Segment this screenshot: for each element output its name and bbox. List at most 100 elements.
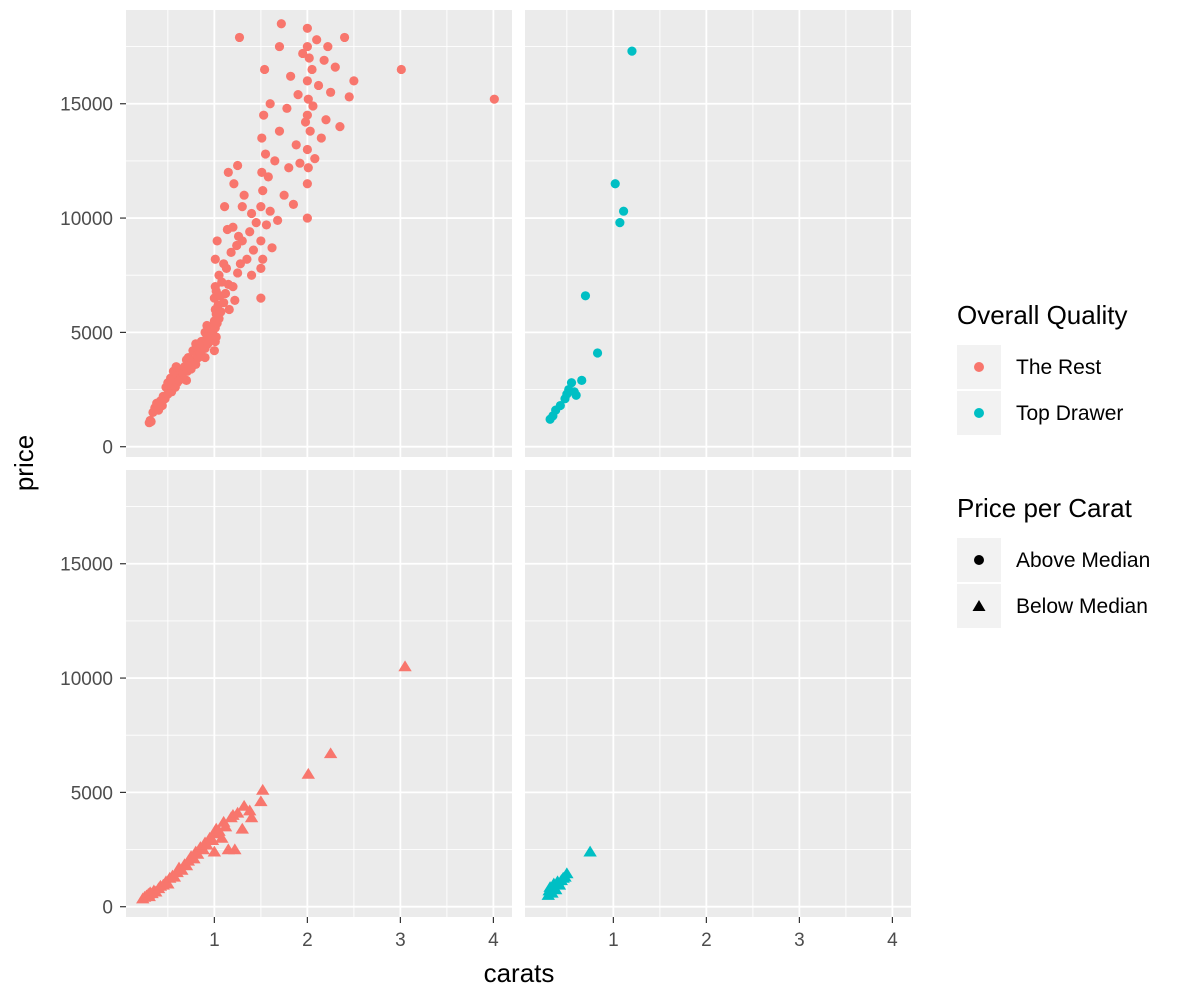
data-point [215, 831, 229, 843]
facet-panel [126, 470, 512, 917]
data-point [288, 199, 299, 209]
data-point [398, 660, 412, 672]
legends: Overall Quality The Rest Top Drawer Price p… [957, 300, 1150, 628]
data-point [256, 783, 270, 795]
data-point [228, 843, 242, 855]
y-tick-label: 5000 [71, 783, 113, 804]
data-point [265, 99, 275, 109]
data-point [210, 254, 220, 264]
panel-points [541, 845, 597, 900]
data-point [219, 298, 229, 308]
data-point [258, 186, 268, 196]
panel-background [525, 470, 911, 917]
data-point [256, 263, 266, 273]
data-point [248, 245, 259, 255]
data-point [555, 400, 565, 411]
data-point [298, 48, 308, 59]
data-point [583, 845, 597, 857]
data-point [223, 167, 233, 177]
data-point [580, 291, 591, 301]
data-point [284, 163, 294, 173]
legend-title: Overall Quality [957, 300, 1128, 330]
data-point [310, 154, 320, 164]
data-point [230, 295, 240, 305]
legend-swatch [974, 408, 984, 418]
data-point [610, 179, 620, 189]
data-point [618, 206, 629, 216]
data-point [274, 41, 285, 52]
data-point [228, 282, 238, 292]
legend-label: The Rest [1016, 356, 1101, 379]
data-point [233, 160, 243, 171]
data-point [235, 259, 246, 269]
data-point [161, 877, 175, 889]
data-point [228, 222, 238, 232]
data-point [270, 156, 280, 166]
data-point [226, 247, 236, 257]
legend-title: Price per Carat [957, 493, 1133, 523]
data-point [396, 64, 406, 75]
data-point [243, 804, 257, 816]
data-point [571, 390, 581, 400]
legend-label: Below Median [1016, 595, 1148, 618]
x-tick-label: 3 [794, 930, 805, 951]
data-point [566, 378, 577, 388]
legend-label: Top Drawer [1016, 402, 1123, 425]
data-point [302, 23, 312, 33]
data-point [246, 270, 257, 280]
data-point [235, 822, 249, 834]
data-point [286, 71, 296, 81]
data-point [237, 202, 247, 212]
data-point [282, 103, 292, 113]
data-point [211, 332, 221, 342]
x-tick-label: 1 [608, 930, 619, 951]
data-point [233, 268, 243, 278]
data-point [259, 110, 269, 120]
data-point [344, 92, 354, 102]
data-point [256, 236, 266, 246]
data-point [321, 115, 331, 125]
data-point [257, 133, 267, 143]
data-point [254, 795, 268, 807]
data-point [220, 288, 231, 299]
data-point [577, 375, 587, 386]
panel-background [525, 10, 911, 457]
x-tick-label: 1 [209, 930, 220, 951]
data-point [323, 41, 333, 52]
data-point [339, 32, 350, 43]
data-point [274, 126, 285, 136]
data-point [302, 144, 312, 155]
y-tick-label: 10000 [60, 209, 113, 230]
data-point [237, 799, 251, 811]
data-point [291, 140, 301, 150]
y-tick-label: 0 [102, 898, 113, 919]
data-point [627, 46, 637, 56]
legend: Price per Carat Above Median Below Median [957, 493, 1150, 628]
data-point [326, 87, 336, 97]
data-point [319, 55, 329, 65]
data-point [216, 307, 226, 317]
data-point [244, 811, 259, 823]
data-point [259, 64, 270, 75]
data-point [207, 845, 222, 857]
data-point [302, 179, 312, 189]
x-tick-label: 2 [701, 930, 712, 951]
x-tick-label: 4 [887, 930, 898, 951]
data-point [323, 747, 338, 759]
data-point [256, 202, 266, 212]
facet-panel [525, 470, 911, 917]
y-tick-label: 15000 [60, 95, 113, 116]
data-point [316, 133, 326, 143]
legend-swatch [974, 555, 984, 565]
y-tick-label: 15000 [60, 555, 113, 576]
x-tick-label: 3 [395, 930, 406, 951]
legend-swatch [974, 362, 984, 372]
data-point [229, 179, 239, 189]
data-point [258, 254, 268, 264]
data-point [308, 101, 318, 111]
data-point [261, 220, 272, 230]
data-point [267, 243, 277, 253]
data-point [239, 190, 249, 200]
data-point [242, 254, 252, 264]
